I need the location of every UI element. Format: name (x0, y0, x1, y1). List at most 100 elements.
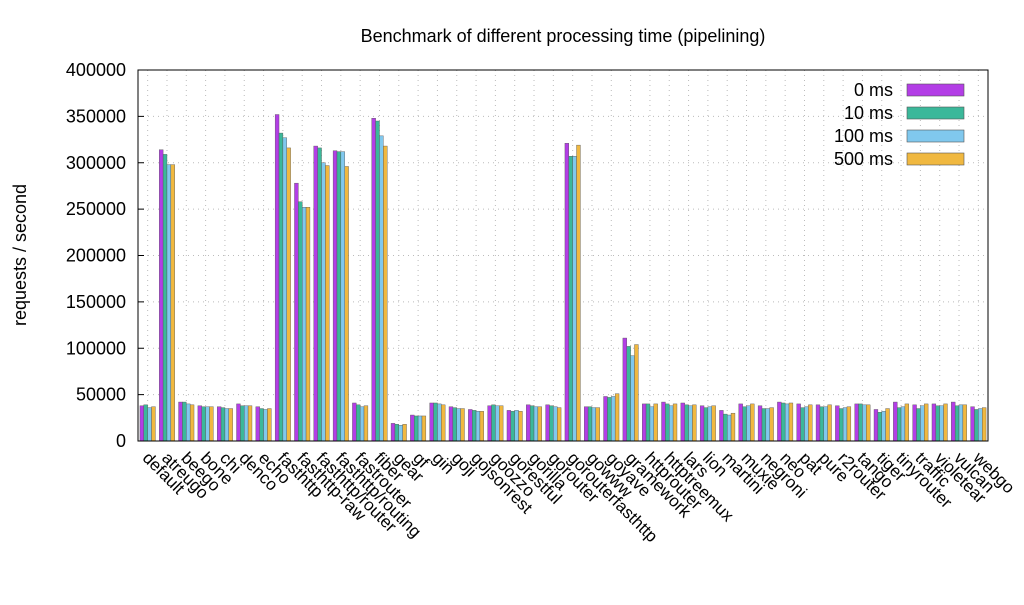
legend-swatch (906, 152, 965, 166)
bar (897, 407, 902, 442)
bar (410, 414, 415, 442)
bar (982, 407, 987, 442)
bar (506, 410, 512, 442)
bar (294, 182, 299, 442)
bar (576, 144, 581, 442)
bar (526, 404, 531, 442)
legend-swatch (906, 106, 965, 120)
bar (159, 149, 164, 442)
bar (201, 406, 206, 442)
bar (649, 406, 654, 442)
bar (448, 406, 454, 442)
bar (514, 410, 519, 442)
bar (781, 402, 786, 442)
bar (533, 406, 539, 442)
bar (472, 410, 477, 442)
bar (595, 407, 600, 442)
bar (688, 405, 693, 442)
legend-label: 100 ms (834, 126, 893, 146)
bar (186, 403, 191, 442)
bar (224, 408, 229, 442)
bar (383, 145, 388, 442)
bar (356, 404, 361, 442)
bar (414, 415, 419, 442)
bar (278, 132, 284, 442)
bar (626, 346, 631, 442)
bar (669, 405, 674, 442)
bar (375, 120, 380, 442)
bar (379, 135, 384, 442)
bar (924, 403, 929, 442)
legend-swatch (906, 129, 965, 143)
bar (178, 401, 183, 442)
bar (885, 408, 890, 442)
bar (584, 406, 589, 442)
bar (572, 156, 577, 442)
bar (611, 396, 616, 442)
bar (777, 401, 782, 442)
bar (553, 406, 558, 442)
bar (727, 414, 732, 442)
bar (711, 405, 716, 442)
bar (769, 407, 774, 442)
bar (166, 164, 172, 442)
bar (823, 406, 828, 442)
bar (302, 207, 307, 442)
bar (352, 402, 357, 442)
legend-label: 10 ms (844, 103, 893, 123)
bar (939, 405, 944, 442)
y-tick-label: 100000 (66, 338, 126, 358)
bar (545, 404, 550, 442)
bar (259, 408, 264, 442)
bar (765, 408, 770, 442)
bar (452, 407, 457, 442)
bar (904, 403, 909, 442)
bar (862, 404, 867, 442)
bar (371, 118, 376, 442)
bar (761, 408, 767, 442)
bar (255, 406, 260, 442)
bar (332, 150, 338, 442)
bar (653, 403, 658, 442)
bar (719, 410, 724, 442)
bar (634, 344, 639, 442)
bar (197, 405, 202, 442)
bar (564, 143, 569, 442)
bar (143, 404, 148, 442)
bar (974, 409, 979, 442)
bar (441, 404, 446, 442)
bar (321, 162, 326, 442)
bar (340, 151, 345, 442)
bar (499, 405, 504, 442)
bar (607, 397, 612, 442)
bar (622, 337, 627, 442)
bar (529, 405, 535, 442)
bar (703, 407, 709, 442)
bar (804, 406, 809, 442)
bar (707, 406, 712, 442)
bar (835, 405, 840, 442)
bar (491, 404, 496, 442)
bar (394, 424, 399, 442)
bar (228, 408, 233, 442)
bar (943, 403, 948, 442)
bar (900, 406, 906, 442)
bar (537, 406, 542, 442)
bar (672, 403, 678, 442)
bar (205, 406, 210, 442)
bar (359, 406, 365, 442)
bar (402, 424, 407, 442)
bar (433, 402, 438, 442)
y-axis-label: requests / second (10, 184, 30, 326)
bar (873, 409, 879, 442)
bar (788, 402, 794, 442)
bar (587, 406, 593, 442)
bar (479, 411, 484, 442)
bar (475, 411, 481, 442)
bar (970, 406, 975, 442)
bar (958, 404, 964, 442)
bar (398, 425, 403, 442)
bar (236, 403, 241, 442)
bar (390, 423, 396, 442)
